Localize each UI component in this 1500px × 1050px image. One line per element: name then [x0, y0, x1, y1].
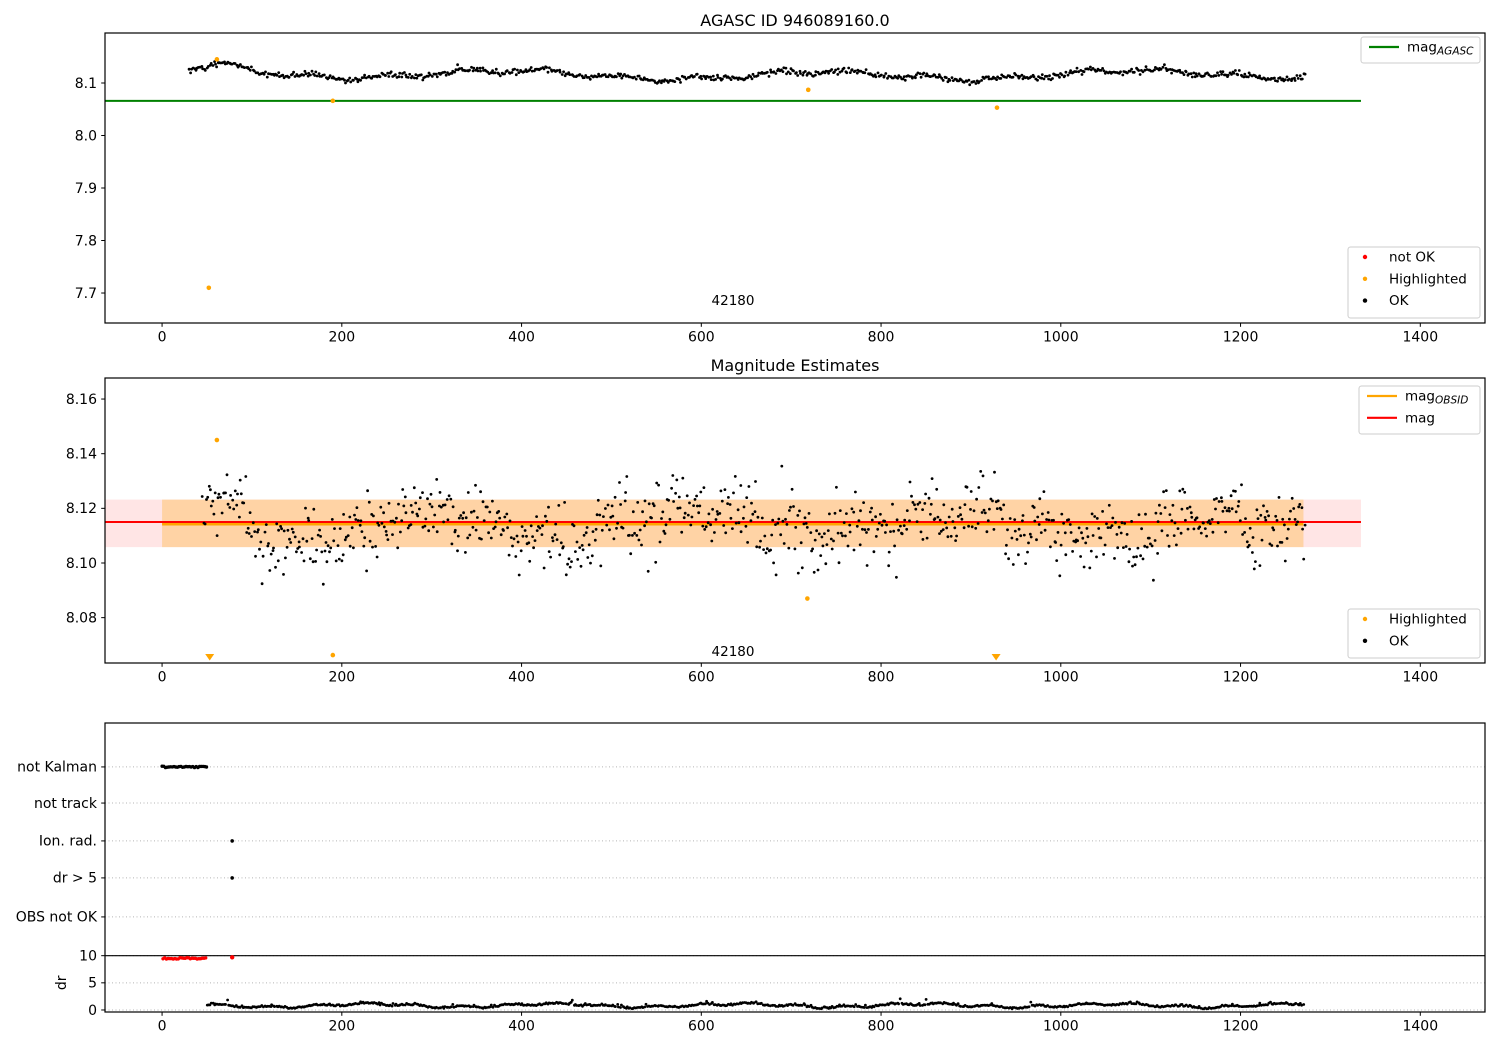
svg-text:not Kalman: not Kalman [17, 760, 97, 776]
flags-gridlines [105, 766, 1485, 1011]
svg-text:800: 800 [868, 670, 895, 686]
svg-text:OK: OK [1389, 633, 1410, 649]
svg-text:7.7: 7.7 [75, 286, 97, 302]
flag-point [230, 876, 234, 880]
dr-axis-label: dr [54, 975, 70, 990]
svg-text:1400: 1400 [1402, 1019, 1438, 1035]
svg-text:8.12: 8.12 [66, 501, 97, 517]
dr-clipped-point [229, 955, 235, 960]
svg-text:Highlighted: Highlighted [1389, 271, 1467, 287]
svg-text:8.10: 8.10 [66, 556, 97, 572]
plot2-title: Magnitude Estimates [710, 356, 880, 375]
svg-text:OK: OK [1389, 293, 1410, 309]
ok-points [187, 60, 1307, 87]
plot-2-spines [104, 377, 1486, 664]
svg-text:1000: 1000 [1043, 1019, 1079, 1035]
svg-text:800: 800 [868, 1019, 895, 1035]
svg-text:200: 200 [328, 670, 355, 686]
flag-point [230, 839, 234, 843]
svg-text:1200: 1200 [1223, 1019, 1259, 1035]
highlighted-points [214, 437, 810, 658]
dr-clipped-run [161, 956, 208, 961]
plot1-title: AGASC ID 946089160.0 [700, 11, 890, 30]
highlighted-points [206, 57, 1000, 291]
plot-3-area: 0 200 400 600 800 1000 1200 1400 not Kalman not t… [16, 722, 1486, 1035]
svg-text:400: 400 [508, 330, 535, 346]
svg-text:5: 5 [88, 976, 97, 992]
svg-text:400: 400 [508, 1019, 535, 1035]
y-axis-flags: not Kalman not track Ion. rad. dr > 5 OBS no… [16, 760, 105, 1019]
plot1-obsid-annotation: 42180 [711, 293, 755, 309]
svg-text:800: 800 [868, 330, 895, 346]
svg-text:8.16: 8.16 [66, 392, 97, 408]
svg-text:8.08: 8.08 [66, 610, 97, 626]
svg-text:1400: 1400 [1402, 670, 1438, 686]
svg-text:600: 600 [688, 330, 715, 346]
svg-text:1200: 1200 [1223, 670, 1259, 686]
y-axis-2: 8.08 8.10 8.12 8.14 8.16 [66, 392, 105, 626]
svg-text:200: 200 [328, 1019, 355, 1035]
plot-1-spines [104, 32, 1486, 324]
svg-text:600: 600 [688, 1019, 715, 1035]
svg-text:Ion. rad.: Ion. rad. [39, 834, 97, 850]
svg-text:0: 0 [158, 670, 167, 686]
plot2-obsid-annotation: 42180 [711, 644, 755, 660]
flag-run-not-kalman [160, 764, 209, 770]
legend-bottom-1: not OK Highlighted OK [1347, 246, 1481, 319]
legend-top-1: magAGASC [1360, 36, 1481, 64]
svg-text:8.0: 8.0 [75, 128, 97, 144]
plot-2-area: 0 200 400 600 800 1000 1200 1400 8.08 8.10 8.12 8.1… [66, 377, 1486, 686]
svg-text:0: 0 [158, 330, 167, 346]
svg-text:1400: 1400 [1402, 330, 1438, 346]
svg-text:1200: 1200 [1223, 330, 1259, 346]
dr-points [205, 997, 1306, 1011]
svg-text:600: 600 [688, 670, 715, 686]
svg-text:Highlighted: Highlighted [1389, 612, 1467, 628]
svg-text:1000: 1000 [1043, 330, 1079, 346]
svg-text:dr > 5: dr > 5 [53, 871, 97, 887]
svg-text:not track: not track [34, 796, 98, 812]
highlighted-clipped-points [205, 654, 1001, 661]
svg-text:1000: 1000 [1043, 670, 1079, 686]
svg-text:7.9: 7.9 [75, 181, 97, 197]
svg-text:0: 0 [158, 1019, 167, 1035]
svg-text:mag: mag [1405, 410, 1435, 426]
plot-1-area: 0 200 400 600 800 1000 1200 1400 7.7 7.8 7.9 8.0 8.1… [75, 32, 1486, 346]
svg-text:0: 0 [88, 1003, 97, 1019]
svg-text:7.8: 7.8 [75, 233, 97, 249]
svg-text:8.14: 8.14 [66, 446, 97, 462]
x-axis-2: 0 200 400 600 800 1000 1200 1400 [158, 663, 1438, 686]
legend-bottom-2: Highlighted OK [1347, 608, 1481, 659]
y-axis-1: 7.7 7.8 7.9 8.0 8.1 [75, 76, 105, 302]
svg-text:200: 200 [328, 330, 355, 346]
svg-text:400: 400 [508, 670, 535, 686]
svg-text:10: 10 [79, 948, 97, 964]
x-axis-1: 0 200 400 600 800 1000 1200 1400 [158, 323, 1438, 346]
svg-text:not OK: not OK [1389, 250, 1436, 266]
svg-text:OBS not OK: OBS not OK [16, 910, 98, 926]
plot-3-spines [104, 722, 1486, 1013]
svg-text:8.1: 8.1 [75, 76, 97, 92]
ok-points [200, 464, 1307, 586]
x-axis-3: 0 200 400 600 800 1000 1200 1400 [158, 1012, 1438, 1035]
